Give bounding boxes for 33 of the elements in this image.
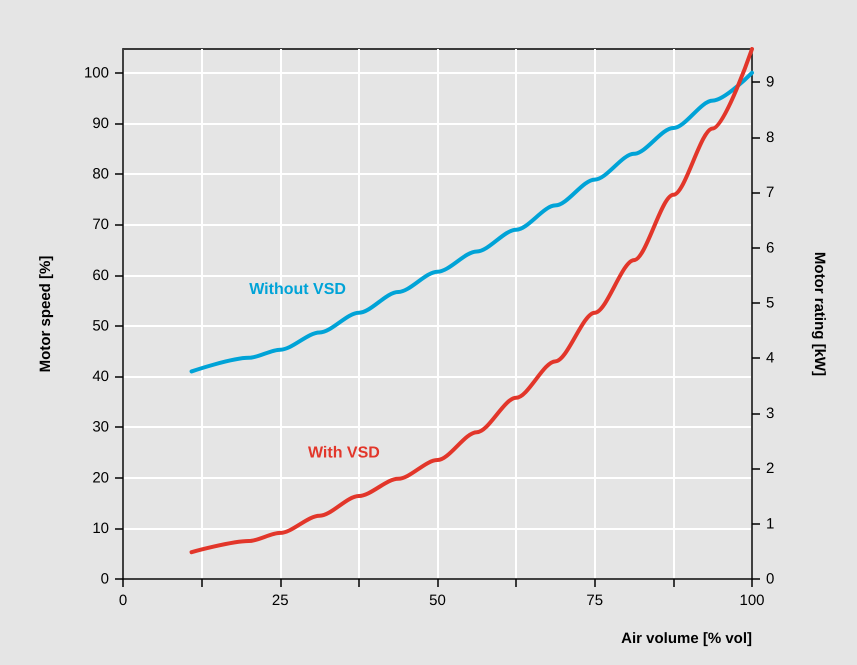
y2-tick-label: 8 bbox=[766, 128, 774, 146]
y-tick-label: 0 bbox=[100, 570, 109, 588]
y-axis-title: Motor speed [%] bbox=[37, 256, 54, 372]
y2-tick-label: 1 bbox=[766, 515, 774, 532]
y-tick-label: 30 bbox=[92, 418, 109, 436]
y-tick-label: 70 bbox=[92, 216, 109, 234]
y-tick-label: 60 bbox=[92, 266, 109, 284]
y2-tick-label: 7 bbox=[766, 184, 774, 202]
y-tick-label: 80 bbox=[92, 166, 109, 183]
y2-tick-label: 0 bbox=[766, 570, 774, 588]
x-tick-label: 0 bbox=[118, 592, 128, 609]
series-label: With VSD bbox=[308, 444, 380, 462]
y2-tick-label: 6 bbox=[766, 239, 774, 256]
y-tick-label: 10 bbox=[92, 520, 109, 537]
y2-tick-label: 9 bbox=[766, 74, 774, 91]
y-tick-label: 50 bbox=[92, 317, 109, 334]
y2-axis-title: Motor rating [kW] bbox=[811, 252, 828, 376]
y-tick-label: 100 bbox=[84, 64, 109, 82]
y2-tick-label: 5 bbox=[766, 294, 774, 312]
y-tick-label: 20 bbox=[92, 469, 109, 486]
y-tick-label: 40 bbox=[92, 368, 109, 386]
x-tick-label: 25 bbox=[272, 592, 289, 609]
x-tick-label: 75 bbox=[586, 592, 604, 609]
y2-tick-label: 4 bbox=[766, 350, 774, 367]
y2-tick-label: 2 bbox=[766, 460, 774, 478]
line-series bbox=[190, 47, 754, 554]
x-axis-title: Air volume [% vol] bbox=[621, 630, 752, 647]
series-label: Without VSD bbox=[249, 280, 346, 298]
line-series bbox=[190, 70, 754, 374]
x-tick-label: 100 bbox=[739, 592, 765, 609]
y-tick-label: 90 bbox=[92, 114, 109, 132]
x-tick-label: 50 bbox=[429, 592, 446, 609]
y2-tick-label: 3 bbox=[766, 404, 774, 422]
